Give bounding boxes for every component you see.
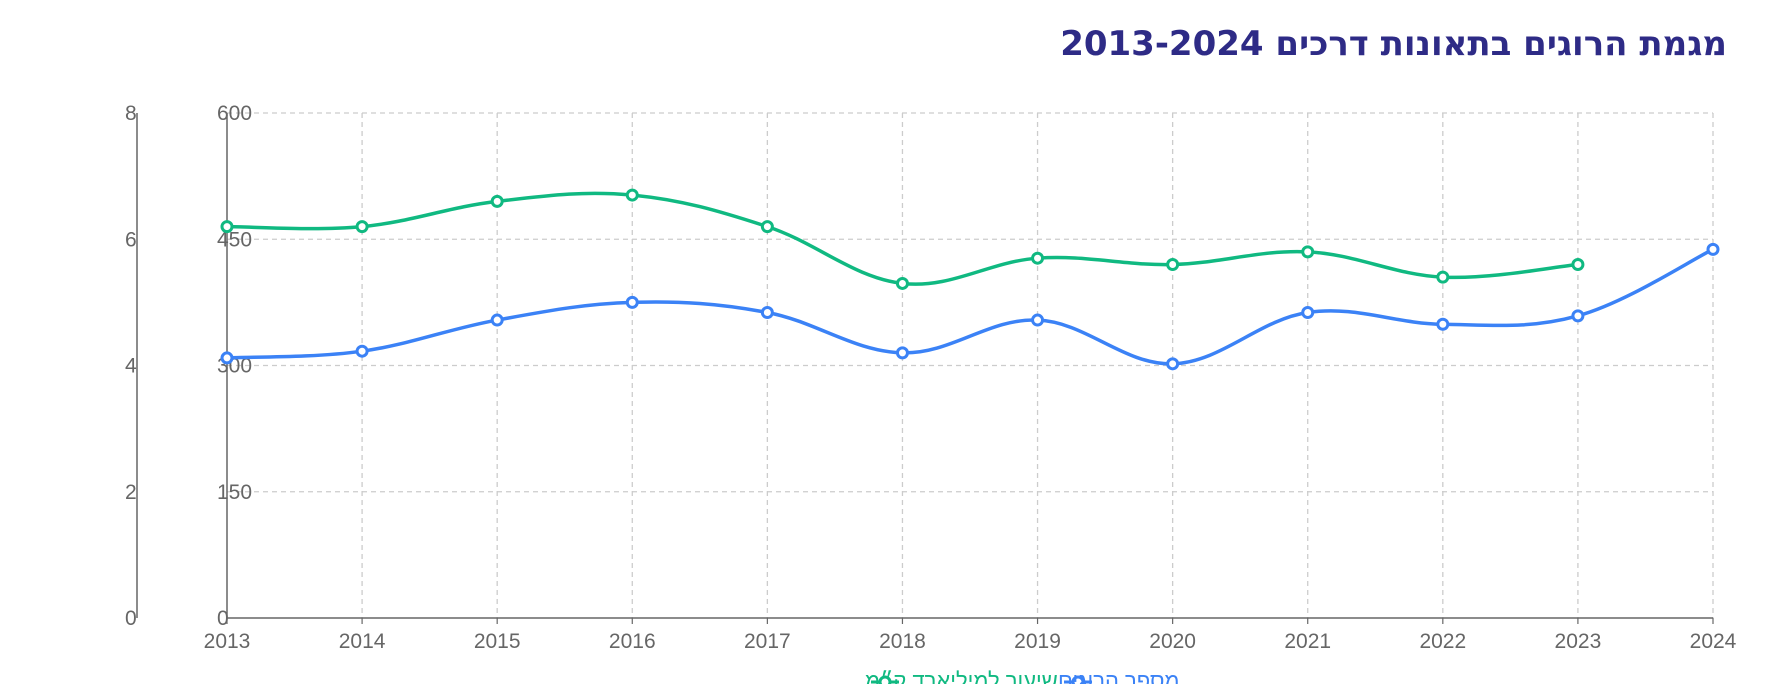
- y-outer-tick-label: 4: [125, 355, 137, 378]
- x-tick-label: 2022: [1419, 630, 1466, 653]
- legend-swatch-marker: [1071, 675, 1085, 684]
- data-point: [760, 220, 774, 234]
- legend-item: מספר הרוגים: [1058, 668, 1180, 684]
- data-point: [1436, 270, 1450, 284]
- y-outer-tick-label: 8: [125, 102, 137, 125]
- data-point: [1706, 242, 1720, 256]
- x-tick-label: 2023: [1555, 630, 1602, 653]
- data-point: [220, 351, 234, 365]
- y-inner-tick-label: 150: [217, 481, 252, 504]
- data-point: [220, 220, 234, 234]
- x-tick-label: 2013: [204, 630, 251, 653]
- x-tick-label: 2020: [1149, 630, 1196, 653]
- y-inner-tick-label: 450: [217, 228, 252, 251]
- y-inner-tick-label: 0: [217, 607, 229, 630]
- x-tick-label: 2018: [879, 630, 926, 653]
- data-point: [355, 220, 369, 234]
- x-tick-label: 2021: [1284, 630, 1331, 653]
- data-point: [355, 344, 369, 358]
- y-outer-tick-label: 6: [125, 228, 137, 251]
- data-point: [1571, 309, 1585, 323]
- data-point: [895, 276, 909, 290]
- data-point: [490, 194, 504, 208]
- data-point: [1436, 317, 1450, 331]
- x-tick-label: 2014: [339, 630, 386, 653]
- x-tick-label: 2024: [1690, 630, 1737, 653]
- chart-title: מגמת הרוגים בתאונות דרכים 2013-2024: [1060, 24, 1727, 64]
- data-point: [1571, 258, 1585, 271]
- data-point: [1166, 258, 1180, 271]
- x-tick-label: 2017: [744, 630, 791, 653]
- y-outer-tick-label: 0: [125, 607, 137, 630]
- data-point: [895, 346, 909, 360]
- data-point: [1031, 313, 1045, 327]
- legend-item: שיעור למיליארד ק״מ: [865, 668, 1058, 684]
- x-tick-label: 2019: [1014, 630, 1061, 653]
- data-point: [490, 313, 504, 327]
- x-tick-label: 2015: [474, 630, 521, 653]
- series-line-1: [226, 247, 1714, 366]
- data-point: [1166, 357, 1180, 371]
- y-inner-tick-label: 600: [217, 102, 252, 125]
- data-point: [1031, 251, 1045, 265]
- x-tick-label: 2016: [609, 630, 656, 653]
- data-point: [625, 295, 639, 309]
- legend-label: שיעור למיליארד ק״מ: [865, 668, 1058, 684]
- y-outer-tick-label: 2: [125, 481, 137, 504]
- data-point: [625, 188, 639, 202]
- data-point: [1301, 245, 1315, 259]
- legend-label: מספר הרוגים: [1058, 668, 1180, 684]
- data-point: [760, 305, 774, 319]
- legend-swatch-marker: [878, 675, 892, 684]
- data-point: [1301, 305, 1315, 319]
